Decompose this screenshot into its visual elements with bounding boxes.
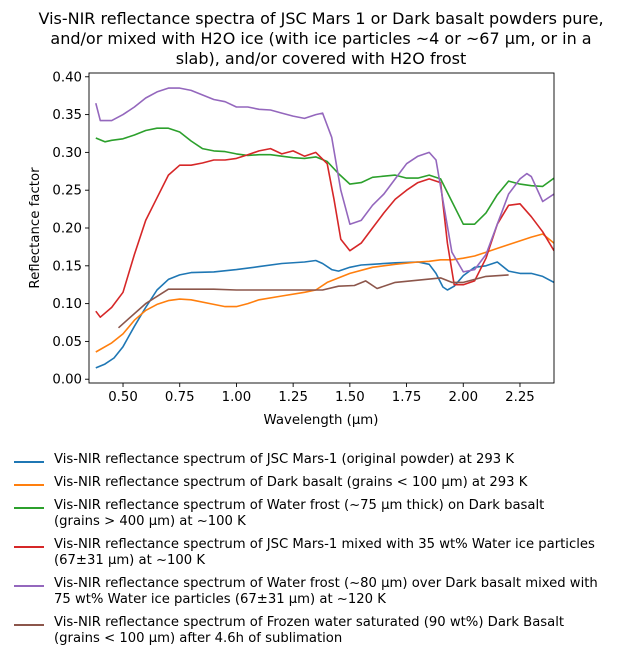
chart-title: Vis-NIR reflectance spectra of JSC Mars … (38, 9, 603, 68)
legend-item-2: Vis-NIR reflectance spectrum of Dark bas… (14, 475, 639, 491)
x-tick-label: 2.00 (448, 390, 478, 405)
x-tick-label: 2.25 (505, 390, 535, 405)
legend-swatch (14, 507, 44, 509)
series-line-6 (117, 274, 509, 329)
legend-swatch (14, 624, 44, 626)
legend-label: Vis-NIR reflectance spectrum of Frozen w… (54, 615, 565, 646)
y-tick-label: 0.20 (52, 222, 82, 237)
x-tick-label: 1.25 (278, 390, 308, 405)
legend-label: Vis-NIR reflectance spectrum of Water fr… (54, 576, 598, 607)
x-tick-label: 0.75 (165, 390, 195, 405)
x-axis-label: Wavelength (μm) (264, 413, 379, 428)
y-tick-label: 0.25 (52, 184, 82, 199)
legend-label: Vis-NIR reflectance spectrum of JSC Mars… (54, 537, 595, 568)
y-tick-label: 0.40 (52, 70, 82, 85)
legend-swatch (14, 585, 44, 587)
y-tick-label: 0.00 (52, 373, 82, 388)
legend-item-3: Vis-NIR reflectance spectrum of Water fr… (14, 498, 639, 530)
y-axis-label: Reflectance factor (28, 167, 43, 289)
series-line-3 (95, 127, 554, 225)
legend-label: Vis-NIR reflectance spectrum of JSC Mars… (54, 452, 515, 467)
series-line-5 (95, 87, 554, 273)
x-tick-label: 1.00 (222, 390, 252, 405)
series-lines (95, 87, 554, 369)
chart-title-line: Vis-NIR reflectance spectra of JSC Mars … (38, 9, 603, 28)
axes: 0.50 0.75 1.00 1.25 1.50 1.75 2.00 2.25 0.00 0.05… (52, 70, 555, 405)
x-tick-label: 0.50 (108, 390, 138, 405)
y-tick-label: 0.15 (52, 259, 82, 274)
legend-swatch (14, 484, 44, 486)
legend-label: Vis-NIR reflectance spectrum of Dark bas… (54, 475, 528, 490)
chart-title-line: and/or mixed with H2O ice (with ice part… (50, 29, 591, 48)
plot-frame (88, 72, 555, 384)
legend-swatch (14, 461, 44, 463)
chart-title-line: slab), and/or covered with H2O frost (176, 49, 467, 68)
legend-swatch (14, 546, 44, 548)
series-line-4 (95, 147, 554, 319)
y-tick-label: 0.30 (52, 146, 82, 161)
y-tick-label: 0.10 (52, 297, 82, 312)
chart: Vis-NIR reflectance spectra of JSC Mars … (28, 9, 604, 428)
x-tick-label: 1.50 (335, 390, 365, 405)
legend: Vis-NIR reflectance spectrum of JSC Mars… (14, 452, 639, 654)
series-line-2 (95, 233, 554, 353)
x-tick-label: 1.75 (392, 390, 422, 405)
legend-item-5: Vis-NIR reflectance spectrum of Water fr… (14, 576, 639, 608)
y-tick-label: 0.35 (52, 108, 82, 123)
series-line-1 (95, 259, 554, 369)
legend-item-1: Vis-NIR reflectance spectrum of JSC Mars… (14, 452, 639, 468)
legend-item-6: Vis-NIR reflectance spectrum of Frozen w… (14, 615, 639, 647)
legend-item-4: Vis-NIR reflectance spectrum of JSC Mars… (14, 537, 639, 569)
y-tick-label: 0.05 (52, 335, 82, 350)
legend-label: Vis-NIR reflectance spectrum of Water fr… (54, 498, 545, 529)
